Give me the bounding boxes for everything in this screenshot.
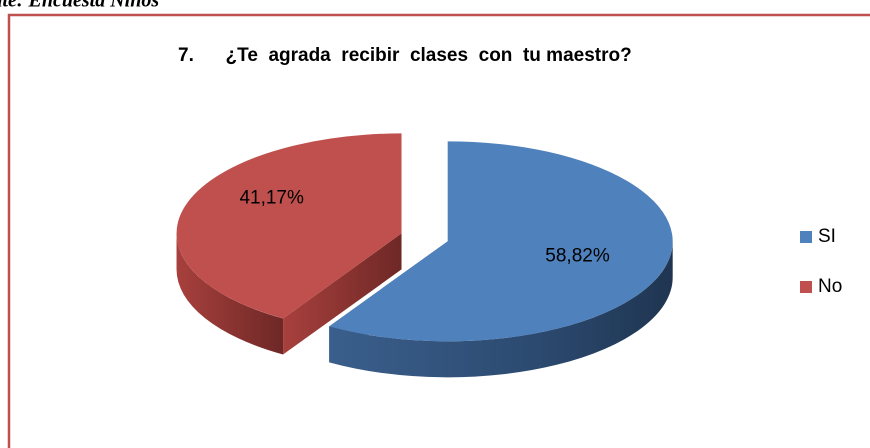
source-note: Fuente: Encuesta Niños xyxy=(0,0,159,12)
legend-swatch xyxy=(800,231,812,243)
legend-label: No xyxy=(818,276,842,297)
slice-outer-wall xyxy=(329,241,673,378)
slice-cut-wall xyxy=(283,233,402,355)
slice-outer-wall xyxy=(176,233,284,355)
data-label: 41,17% xyxy=(239,187,304,208)
legend-label: SI xyxy=(818,226,836,247)
slice xyxy=(329,141,673,342)
legend-swatch xyxy=(800,281,812,293)
slice xyxy=(176,133,402,319)
chart-frame xyxy=(7,13,870,448)
data-label: 58,82% xyxy=(545,245,610,266)
chart-title: 7. ¿Te agrada recibir clases con tu maes… xyxy=(178,45,632,66)
